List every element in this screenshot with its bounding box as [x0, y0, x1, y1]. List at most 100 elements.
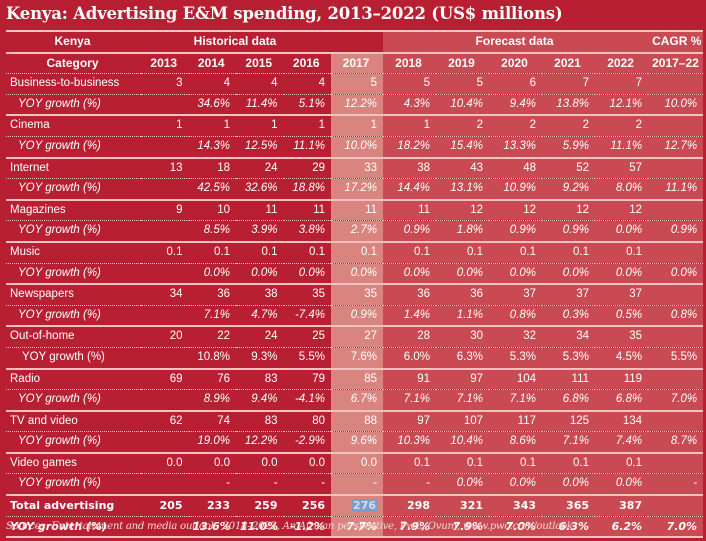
cell-2014: 0.1 — [188, 241, 236, 264]
cell-2019: 2 — [436, 115, 490, 137]
cell-2014: 22 — [188, 326, 236, 348]
cell-2019: 0.0% — [436, 263, 490, 286]
row-label: YOY growth (%) — [6, 220, 141, 243]
header-year-2022: 2022 — [595, 52, 649, 75]
yoy-row: YOY growth (%) 8.5% 3.9% 3.8% 2.7% 0.9% 1.8% 0.… — [6, 220, 704, 243]
cell-cagr — [648, 410, 704, 433]
cell-2014: 76 — [188, 368, 236, 391]
cell-2017: 1 — [331, 115, 384, 137]
table-row: Out-of-home 20 22 24 25 27 28 30 32 34 35 — [6, 326, 704, 348]
row-label: Music — [6, 241, 141, 264]
cell-2017: 0.1 — [331, 241, 384, 264]
header-year-2019: 2019 — [436, 52, 490, 75]
cell-2014: 42.5% — [188, 178, 236, 201]
cell-2018: 1 — [383, 115, 437, 137]
cell-2022: 6.8% — [595, 389, 649, 412]
cell-2013: 3 — [141, 73, 189, 95]
cell-2015: 32.6% — [236, 178, 284, 201]
cell-2016: 18.8% — [283, 178, 332, 201]
cell-2021: 7.1% — [542, 431, 596, 454]
cell-2015: 24 — [236, 157, 284, 180]
cell-2019: 321 — [436, 495, 490, 517]
cell-2016: - — [283, 473, 332, 497]
cell-2016: 3.8% — [283, 220, 332, 243]
cell-2017: 33 — [331, 157, 384, 180]
row-label: YOY growth (%) — [6, 347, 141, 370]
cell-2019: 10.4% — [436, 431, 490, 454]
cell-2021: 5.9% — [542, 136, 596, 159]
cell-2022: 0.0% — [595, 263, 649, 286]
cell-2018: 6.0% — [383, 347, 437, 370]
cell-2022: 6.2% — [595, 516, 649, 539]
row-label: Cinema — [6, 115, 141, 137]
row-label: Radio — [6, 368, 141, 391]
cell-2013 — [141, 178, 189, 201]
cell-cagr: 8.7% — [648, 431, 704, 454]
cell-2021: 9.2% — [542, 178, 596, 201]
cell-2020: 343 — [489, 495, 543, 517]
cell-2021: 0.1 — [542, 452, 596, 475]
cell-2017: 7.7% — [331, 516, 384, 539]
cell-2016: 79 — [283, 368, 332, 391]
cell-2016: 11.1% — [283, 136, 332, 159]
cell-2021: 0.0% — [542, 263, 596, 286]
row-label: Internet — [6, 157, 141, 180]
cell-2017: 0.0% — [331, 263, 384, 286]
cell-2020: 10.9% — [489, 178, 543, 201]
table-row: TV and video 62 74 83 80 88 97 107 117 125 134 — [6, 410, 704, 433]
yoy-row: YOY growth (%) 8.9% 9.4% -4.1% 6.7% 7.1% 7.1% 7… — [6, 389, 704, 412]
table-row: Cinema 1 1 1 1 1 1 2 2 2 2 — [6, 115, 704, 137]
cell-2017: 85 — [331, 368, 384, 391]
table-row: Magazines 9 10 11 11 11 11 12 12 12 12 — [6, 199, 704, 222]
total-yoy-row: YOY growth (%) 13.6% 11.0% -1.2% 7.7% 7.9% 7.9… — [6, 516, 704, 539]
table-row: Radio 69 76 83 79 85 91 97 104 111 119 — [6, 368, 704, 391]
cell-2015: 12.5% — [236, 136, 284, 159]
cell-2016: 4 — [283, 73, 332, 95]
row-label: TV and video — [6, 410, 141, 433]
cell-cagr: - — [648, 473, 704, 497]
cell-2020: 2 — [489, 115, 543, 137]
cell-2018: 97 — [383, 410, 437, 433]
cell-2019: 5 — [436, 73, 490, 95]
cell-2017: 27 — [331, 326, 384, 348]
cell-2021: 0.9% — [542, 220, 596, 243]
cell-2015: 24 — [236, 326, 284, 348]
yoy-row: YOY growth (%) 19.0% 12.2% -2.9% 9.6% 10.3% 10… — [6, 431, 704, 454]
header-year-2020: 2020 — [489, 52, 543, 75]
cell-2020: 7.1% — [489, 389, 543, 412]
header-historical: Historical data — [141, 30, 332, 54]
page-title: Kenya: Advertising E&M spending, 2013–20… — [6, 4, 563, 23]
cell-2014: 233 — [188, 495, 236, 517]
table-row: Video games 0.0 0.0 0.0 0.0 0.0 0.1 0.1 0.1 0.1 0.… — [6, 452, 704, 475]
header-region: Kenya — [6, 30, 141, 54]
yoy-row: YOY growth (%) 0.0% 0.0% 0.0% 0.0% 0.0% 0.0% 0.… — [6, 263, 704, 286]
cell-2015: 83 — [236, 368, 284, 391]
cell-2016: 1 — [283, 115, 332, 137]
cell-2021: 0.1 — [542, 241, 596, 264]
row-label: Video games — [6, 452, 141, 475]
selected-text[interactable]: 276 — [352, 499, 378, 513]
cell-2013: 13 — [141, 157, 189, 180]
cell-2014: 13.6% — [188, 516, 236, 539]
cell-2022: 0.1 — [595, 241, 649, 264]
cell-2013: 20 — [141, 326, 189, 348]
cell-2020: 0.0% — [489, 263, 543, 286]
cell-2016: -7.4% — [283, 305, 332, 328]
cell-2014: - — [188, 473, 236, 497]
header-year-2013: 2013 — [141, 52, 189, 75]
cell-2020: 0.1 — [489, 452, 543, 475]
cell-2013: 0.1 — [141, 241, 189, 264]
cell-2018: 7.1% — [383, 389, 437, 412]
cell-2018: 14.4% — [383, 178, 437, 201]
row-label: YOY growth (%) — [6, 389, 141, 412]
cell-2015: 0.0% — [236, 263, 284, 286]
cell-2019: 12 — [436, 199, 490, 222]
cell-2013: 62 — [141, 410, 189, 433]
yoy-row: YOY growth (%) 14.3% 12.5% 11.1% 10.0% 18.2% 1… — [6, 136, 704, 159]
header-2017-spacer — [331, 30, 384, 54]
row-label: Out-of-home — [6, 326, 141, 348]
cell-2018: 91 — [383, 368, 437, 391]
cell-2013 — [141, 220, 189, 243]
row-label: Total advertising — [6, 495, 141, 517]
header-year-2015: 2015 — [236, 52, 284, 75]
